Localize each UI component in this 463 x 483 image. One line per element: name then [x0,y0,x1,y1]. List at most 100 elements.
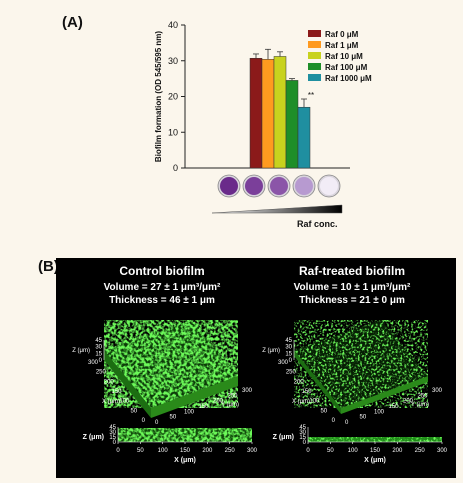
x3d-tick-label: 100 [119,399,130,405]
side-z-tick-label: 0 [303,440,307,446]
y3d-tick-label: 300 [432,388,443,394]
z-axis-title: Z (μm) [262,348,280,354]
well-stain-4 [320,177,338,195]
y-tick-label: 20 [168,92,178,102]
side-z-axis-title: Z (μm) [273,434,294,441]
x3d-tick-label: 300 [88,360,99,366]
y3d-tick-label: 200 [213,399,224,405]
control-side-image [118,428,252,442]
side-z-tick-label: 45 [299,425,306,431]
side-z-tick-label: 45 [109,425,116,431]
x3d-tick-label: 150 [111,389,122,395]
y-tick-label: 30 [168,56,178,66]
y3d-tick-label: 250 [228,393,239,399]
legend-swatch-3 [308,63,321,70]
bar-3 [285,80,299,169]
well-stain-0 [220,177,238,195]
x3d-tick-label: 250 [96,370,107,376]
y-tick-label: 40 [168,20,178,30]
side-x-tick-label: 150 [180,448,191,454]
treated-volume: Volume = 10 ± 1 μm³/μm² [293,282,411,293]
legend-swatch-0 [308,30,321,37]
z-tick-label: 45 [285,338,292,344]
y3d-tick-label: 250 [418,393,429,399]
z-tick-label: 0 [99,358,103,364]
x3d-tick-label: 50 [320,408,327,414]
x3d-tick-label: 200 [294,379,305,385]
side-z-tick-label: 15 [299,435,306,441]
y-tick-label: 0 [173,163,178,173]
side-x-axis-title: X (μm) [364,457,386,464]
x3d-axis-title: X (μm) [292,399,310,405]
y3d-tick-label: 0 [345,420,349,426]
bar-0 [249,57,263,169]
x3d-tick-label: 250 [286,370,297,376]
legend-label-0: Raf 0 μM [325,30,359,39]
x3d-tick-label: 0 [332,418,336,424]
bar-2 [273,56,287,169]
y3d-tick-label: 50 [360,415,367,421]
y-axis-title: Biofilm formation (OD 545/595 nm) [154,31,163,162]
side-x-tick-label: 50 [327,448,334,454]
control-volume: Volume = 27 ± 1 μm³/μm² [103,282,221,293]
side-x-axis-title: X (μm) [174,457,196,464]
legend-label-4: Raf 1000 μM [325,74,372,83]
treated-side-image [308,437,442,442]
y3d-tick-label: 150 [389,404,400,410]
legend-label-2: Raf 10 μM [325,52,363,61]
y-tick-label: 10 [168,127,178,137]
z-tick-label: 15 [285,351,292,357]
side-x-tick-label: 50 [137,448,144,454]
side-x-tick-label: 300 [247,448,258,454]
control-3d-image [104,320,238,418]
y3d-tick-label: 300 [242,388,253,394]
significance-label: ** [308,91,314,100]
legend-swatch-1 [308,41,321,48]
side-x-tick-label: 250 [415,448,426,454]
concentration-wedge [211,204,343,214]
side-z-tick-label: 30 [299,430,306,436]
z-tick-label: 0 [289,358,293,364]
y3d-tick-label: 50 [170,415,177,421]
side-x-tick-label: 100 [158,448,169,454]
x3d-tick-label: 200 [104,379,115,385]
x3d-tick-label: 100 [309,399,320,405]
bar-4 [297,106,311,169]
z-tick-label: 30 [285,345,292,351]
concentration-label: Raf conc. [297,219,338,229]
x3d-axis-title: X (μm) [102,399,120,405]
treated-3d-image [294,320,428,414]
well-stain-1 [245,177,263,195]
bar-chart: 0 10 20 30 40 Biofilm formation (OD 545/595 n… [154,20,372,229]
y3d-tick-label: 100 [184,409,195,415]
z-axis-title: Z (μm) [72,348,90,354]
well-stain-2 [270,177,288,195]
control-thickness: Thickness = 46 ± 1 μm [109,295,215,306]
side-x-tick-label: 200 [392,448,403,454]
z-tick-label: 30 [95,345,102,351]
side-z-tick-label: 0 [113,440,117,446]
well-stain-3 [295,177,313,195]
legend-swatch-4 [308,74,321,81]
y3d-tick-label: 100 [374,409,385,415]
y3d-tick-label: 200 [403,399,414,405]
panel-b-label: (B) [38,258,59,275]
x3d-tick-label: 300 [278,360,289,366]
side-x-tick-label: 300 [437,448,448,454]
legend-swatch-2 [308,52,321,59]
side-z-tick-label: 30 [109,430,116,436]
z-tick-label: 45 [95,338,102,344]
bar-1 [261,59,275,169]
side-z-tick-label: 15 [109,435,116,441]
treated-title: Raf-treated biofilm [298,264,405,278]
x3d-tick-label: 0 [142,418,146,424]
side-x-tick-label: 0 [306,448,310,454]
panel-a-label: (A) [62,14,83,31]
legend-label-1: Raf 1 μM [325,41,359,50]
confocal-panel: Control biofilm Volume = 27 ± 1 μm³/μm² … [56,258,456,478]
side-x-tick-label: 150 [370,448,381,454]
x3d-tick-label: 150 [301,389,312,395]
y3d-axis-title: Y (μm) [411,402,429,408]
x3d-tick-label: 50 [130,408,137,414]
